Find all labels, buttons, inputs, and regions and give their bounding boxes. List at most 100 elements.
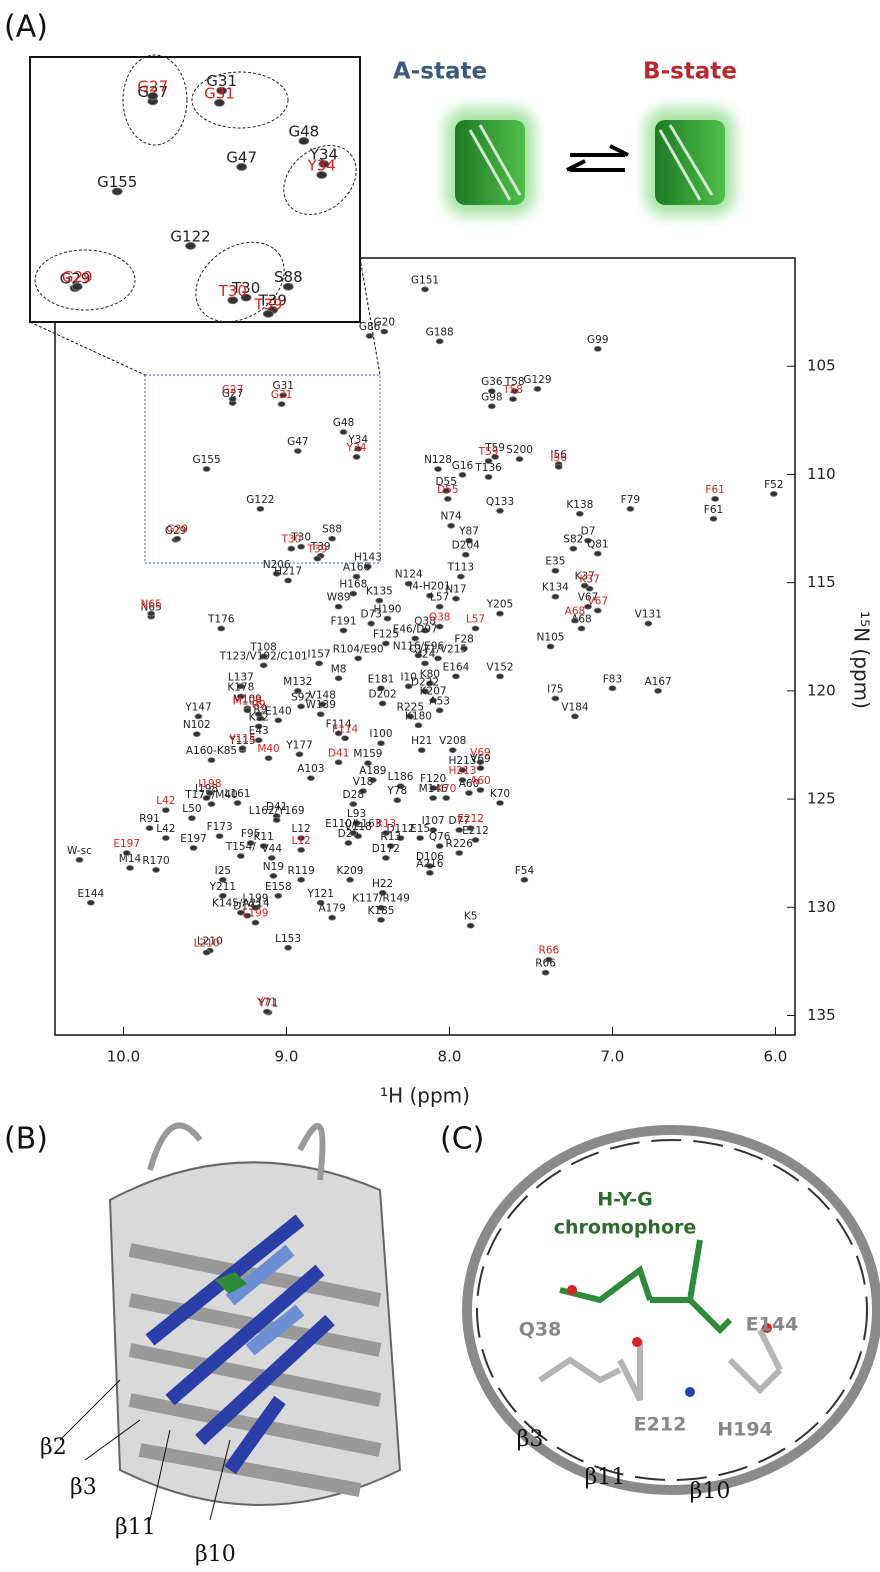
peak xyxy=(425,863,434,869)
peak-label: V131 xyxy=(635,609,662,621)
peak xyxy=(448,747,457,754)
peak-label: F61 xyxy=(705,484,724,496)
peak-label: T39 xyxy=(310,541,331,553)
peak xyxy=(533,386,542,392)
peak-label: V18 xyxy=(353,776,374,788)
peak xyxy=(318,160,330,168)
peak xyxy=(188,815,196,822)
peak xyxy=(147,92,159,100)
peak xyxy=(349,830,358,836)
peak xyxy=(458,471,467,478)
peak xyxy=(145,825,154,831)
y-tick-label: 110 xyxy=(807,465,836,483)
peak-label: K70 xyxy=(490,788,510,800)
peak xyxy=(435,623,444,630)
peak xyxy=(584,537,592,544)
peak-label: V208 xyxy=(439,735,466,747)
peak-label: I25 xyxy=(215,865,231,877)
peak xyxy=(316,171,328,179)
peak xyxy=(202,795,211,801)
peak-label: N19 xyxy=(263,861,284,873)
residue-label: H194 xyxy=(717,1419,773,1441)
peak xyxy=(378,700,387,707)
peak-label: H22 xyxy=(372,878,393,890)
peak xyxy=(442,487,451,494)
peak-label: L12 xyxy=(292,835,311,847)
peak xyxy=(236,683,245,690)
peak xyxy=(185,241,196,250)
peak xyxy=(496,673,504,680)
peak xyxy=(126,865,134,871)
peak xyxy=(571,713,579,720)
peak xyxy=(349,801,358,807)
peak-label: Y121 xyxy=(306,888,333,900)
peak-label: F114 xyxy=(326,718,352,730)
peak xyxy=(375,597,384,604)
peak-label: T30 xyxy=(218,282,247,300)
peak-label: E164 xyxy=(443,661,470,673)
peak-label: F54 xyxy=(515,865,535,877)
peak xyxy=(251,904,260,911)
peak xyxy=(569,545,578,552)
peak-label: D41 xyxy=(266,801,287,813)
peak-label: F28 xyxy=(454,633,473,645)
peak xyxy=(515,456,524,462)
peak-label: Y211 xyxy=(209,881,236,893)
peak-label: Y34 xyxy=(346,442,367,454)
peak-label: G29 xyxy=(166,524,188,536)
peak xyxy=(367,620,376,627)
peak-label: F191 xyxy=(330,615,356,627)
x-tick-label: 10.0 xyxy=(107,1048,140,1066)
peak-label: N128 xyxy=(424,454,452,466)
peak-label: Q133 xyxy=(486,496,514,508)
peak xyxy=(297,835,306,841)
y-tick-label: 120 xyxy=(807,681,836,699)
peak xyxy=(471,625,480,632)
peak-label: I4-H201 xyxy=(409,581,451,593)
peak xyxy=(189,845,198,851)
peak xyxy=(471,837,480,843)
peak xyxy=(161,807,170,814)
peak-label: G31 xyxy=(271,389,293,401)
peak xyxy=(443,495,452,502)
peak xyxy=(585,585,594,592)
peak-label: H213 xyxy=(449,765,477,777)
peak-label: N206 xyxy=(263,559,291,571)
peak-label: D204 xyxy=(452,540,480,552)
state-structures xyxy=(445,108,735,216)
peak xyxy=(626,505,635,512)
peak-label: S82 xyxy=(563,534,583,546)
peak xyxy=(487,403,496,410)
peak-label: E35 xyxy=(545,556,565,568)
peak xyxy=(434,655,442,662)
peak xyxy=(152,866,160,873)
x-tick-label: 7.0 xyxy=(601,1048,625,1066)
peak xyxy=(243,707,252,714)
peak-label: I75 xyxy=(547,683,563,695)
peak-label: L57 xyxy=(430,592,449,604)
peak-label: R226 xyxy=(446,838,474,850)
peak xyxy=(272,817,281,823)
residue-label: E144 xyxy=(746,1314,799,1336)
peak xyxy=(406,713,415,720)
peak xyxy=(236,693,245,700)
peak xyxy=(207,757,216,764)
peak-label: M146 xyxy=(419,783,448,795)
peak xyxy=(551,567,560,574)
peak xyxy=(644,620,653,627)
strand-label: β3 xyxy=(517,1427,544,1452)
panel-label: (C) xyxy=(440,1122,484,1157)
peak-label: E158 xyxy=(265,881,292,893)
peak xyxy=(491,454,499,460)
peak xyxy=(425,592,434,599)
peak xyxy=(262,309,274,318)
peak xyxy=(228,396,237,403)
peak-label: G31 xyxy=(206,72,237,90)
peak xyxy=(411,635,420,642)
peak-label: K207 xyxy=(420,685,447,697)
peak xyxy=(455,827,464,833)
peak xyxy=(236,853,245,859)
peak xyxy=(435,843,444,849)
peak-label: D7 xyxy=(581,526,596,538)
peak-label: F120 xyxy=(420,773,446,785)
